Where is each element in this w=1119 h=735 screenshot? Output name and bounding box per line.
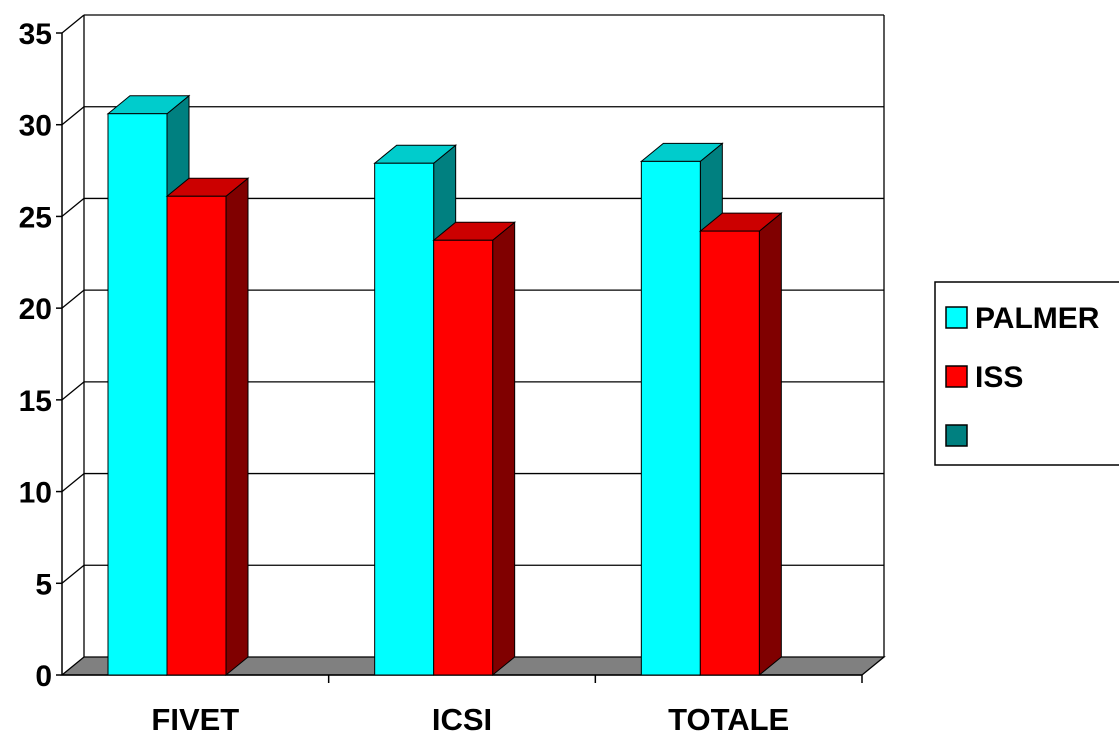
bar	[374, 162, 435, 676]
category-label: ICSI	[432, 702, 492, 735]
bar	[166, 195, 227, 676]
legend-label: PALMER	[975, 302, 1100, 335]
legend-swatch	[945, 424, 968, 447]
y-tick-label: 30	[19, 110, 52, 143]
gridline-diagonal	[61, 564, 85, 584]
gridline-diagonal	[61, 106, 85, 126]
y-tick-label: 15	[19, 385, 52, 418]
y-tick-label: 20	[19, 293, 52, 326]
gridline-diagonal	[61, 473, 85, 493]
category-label: TOTALE	[668, 702, 789, 735]
category-label: FIVET	[151, 702, 239, 735]
bar-side	[492, 221, 516, 677]
bar	[640, 160, 701, 676]
y-tick-labels: 0 5 10 15 20 25 30 35	[19, 18, 62, 693]
bars	[106, 94, 783, 677]
category-labels: FIVET ICSI TOTALE	[151, 702, 789, 735]
y-tick-label: 5	[35, 568, 52, 601]
legend: PALMER ISS	[934, 281, 1119, 466]
legend-label: ISS	[975, 361, 1023, 394]
y-tick-label: 0	[35, 660, 52, 693]
y-tick-label: 35	[19, 18, 52, 51]
bar	[699, 230, 760, 676]
gridline-diagonal	[61, 197, 85, 217]
y-tick-label: 10	[19, 477, 52, 510]
y-tick-label: 25	[19, 201, 52, 234]
gridline-diagonal	[61, 289, 85, 309]
bar	[107, 113, 168, 676]
legend-swatch	[945, 306, 968, 329]
gridline-diagonal	[61, 14, 85, 34]
legend-swatch	[945, 365, 968, 388]
gridline-diagonal	[61, 381, 85, 401]
bar-side	[758, 212, 782, 677]
bar-side	[225, 177, 249, 677]
bar	[433, 239, 494, 676]
